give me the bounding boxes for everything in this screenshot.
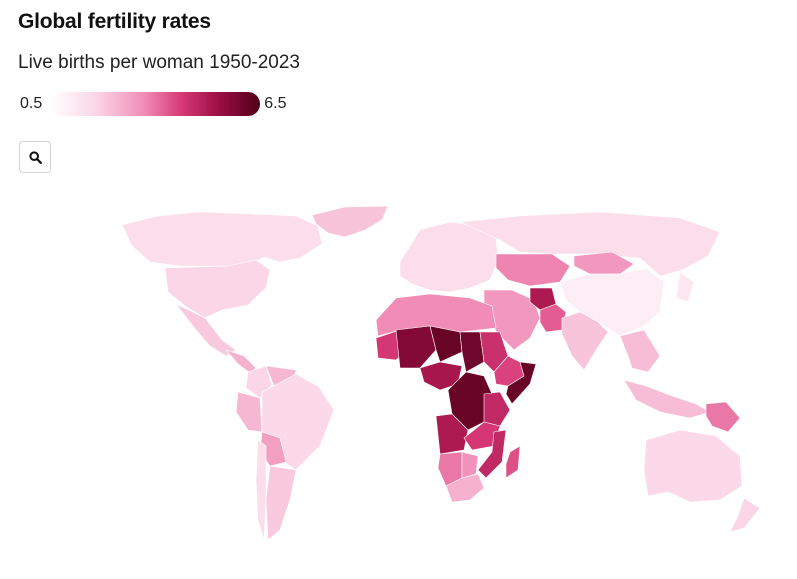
- search-icon: [28, 150, 42, 164]
- map-region-australia[interactable]: [643, 429, 743, 503]
- map-region-china[interactable]: [559, 267, 665, 337]
- map-region-united-states[interactable]: [164, 259, 271, 319]
- legend-max-label: 6.5: [264, 95, 287, 112]
- map-region-mali[interactable]: [395, 325, 437, 369]
- map-region-niger[interactable]: [429, 325, 463, 363]
- map-region-madagascar[interactable]: [505, 445, 521, 479]
- zoom-button[interactable]: [19, 141, 51, 173]
- color-legend: 0.5 6.5: [20, 92, 287, 116]
- legend-gradient-bar: [50, 92, 261, 116]
- map-region-india[interactable]: [561, 311, 609, 371]
- map-region-mozambique[interactable]: [477, 429, 507, 479]
- map-region-papua-new-guinea[interactable]: [705, 401, 741, 433]
- map-region-south-africa[interactable]: [445, 473, 485, 503]
- map-region-russia[interactable]: [459, 211, 721, 277]
- chart-subtitle: Live births per woman 1950-2023: [18, 52, 301, 73]
- map-region-north-africa[interactable]: [375, 293, 497, 337]
- map-region-japan[interactable]: [675, 271, 695, 303]
- map-region-argentina[interactable]: [265, 465, 297, 541]
- map-region-central-america[interactable]: [225, 349, 257, 374]
- map-region-greenland[interactable]: [311, 205, 389, 238]
- map-region-somalia[interactable]: [505, 361, 537, 405]
- map-region-tanzania[interactable]: [483, 391, 511, 427]
- map-region-southeast-asia[interactable]: [619, 329, 661, 373]
- map-region-kazakhstan[interactable]: [495, 253, 571, 287]
- map-region-canada[interactable]: [121, 211, 323, 267]
- legend-min-label: 0.5: [20, 95, 43, 112]
- map-region-chile[interactable]: [255, 439, 267, 541]
- world-map: [121, 205, 761, 541]
- chart-title: Global fertility rates: [18, 10, 211, 33]
- map-region-indonesia[interactable]: [623, 379, 711, 419]
- map-region-botswana[interactable]: [461, 451, 479, 479]
- map-region-chad[interactable]: [459, 331, 485, 373]
- map-region-europe[interactable]: [399, 221, 499, 293]
- map-region-peru[interactable]: [235, 391, 263, 433]
- map-region-new-zealand[interactable]: [729, 497, 761, 533]
